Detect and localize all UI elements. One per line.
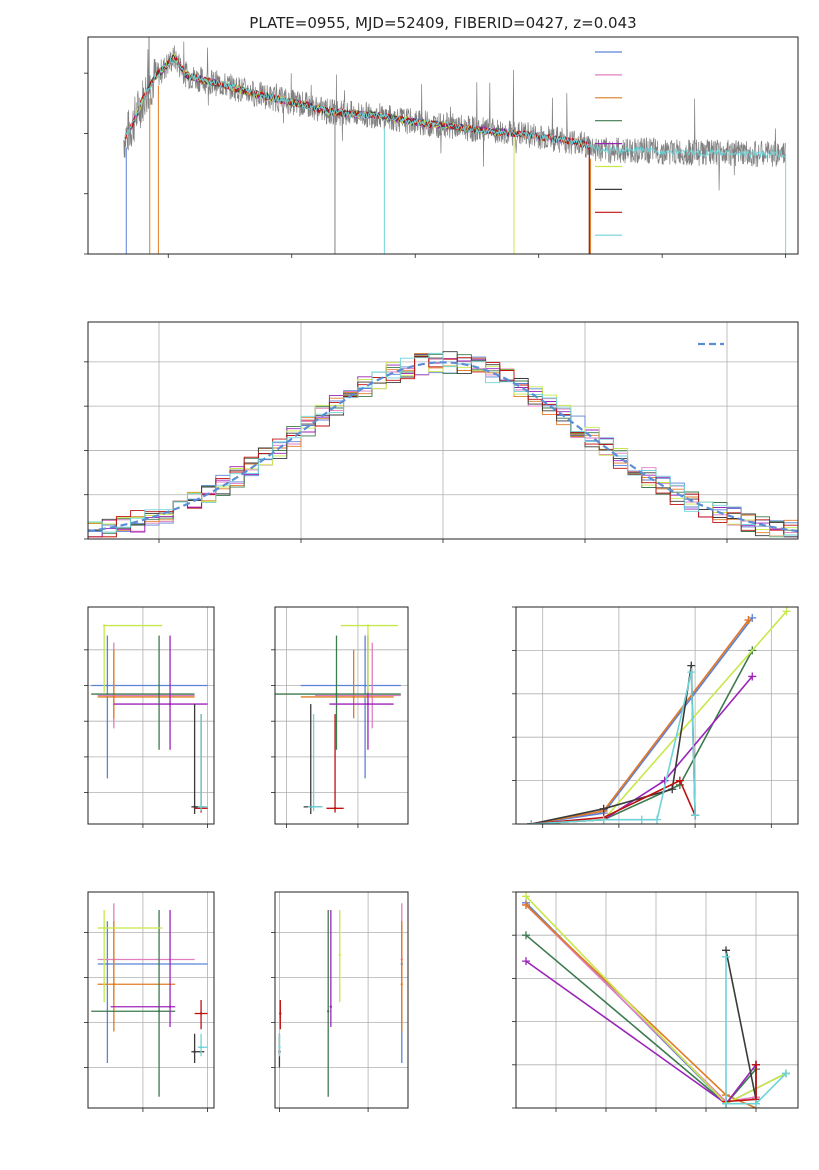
mass-weight-marker [522, 892, 530, 901]
plot-area [516, 892, 798, 1108]
mass-weight-marker [522, 957, 530, 966]
observed-spectrum [123, 37, 786, 191]
data-point-0 [363, 684, 367, 687]
panel-mass-vs-ebv [271, 891, 409, 1112]
axes-frame [87, 321, 799, 540]
data-point-8 [199, 805, 203, 809]
data-point-7 [199, 1012, 203, 1015]
data-point-6 [193, 1050, 196, 1053]
data-point-8 [199, 1046, 203, 1049]
mass-weight-marker [744, 616, 753, 625]
model-spectrum-7 [124, 56, 590, 150]
mass-weight-marker [637, 815, 646, 824]
plot-area [88, 892, 214, 1108]
data-point-8 [278, 1046, 281, 1049]
plot-area [88, 322, 798, 539]
plot-area [88, 607, 214, 824]
mass-weight-marker [599, 815, 608, 824]
data-point-5 [102, 624, 106, 627]
normal-reference-curve [88, 361, 798, 533]
mass-weight-marker [782, 607, 791, 616]
panel-mass-weight-vs-age [512, 606, 799, 828]
mass-weight-series-0 [531, 617, 753, 824]
mass-weight-marker [522, 900, 530, 909]
mass-weight-marker [527, 820, 536, 824]
mass-weight-marker [668, 785, 677, 794]
mass-weight-marker [782, 1069, 790, 1078]
data-point-3 [157, 1010, 161, 1013]
axes-frame [515, 891, 799, 1109]
data-point-0 [106, 684, 109, 687]
data-point-3 [157, 692, 161, 696]
model-spectrum-8 [124, 57, 786, 160]
panel-residuals [84, 321, 799, 543]
mass-weight-series-7 [531, 779, 696, 824]
mass-weight-marker [653, 815, 661, 824]
mass-weight-series-8 [531, 671, 696, 824]
data-point-0 [106, 962, 109, 966]
mass-weight-marker [675, 776, 684, 785]
data-point-4 [168, 702, 172, 706]
figure-title: PLATE=0955, MJD=52409, FIBERID=0427, z=0… [249, 14, 636, 32]
data-point-7 [333, 807, 337, 810]
data-point-4 [168, 1005, 172, 1008]
data-point-7 [279, 1012, 282, 1015]
data-point-5 [338, 953, 341, 957]
residual-histogram-8 [88, 352, 798, 538]
mass-weight-marker [722, 952, 730, 961]
mass-weight-marker [691, 811, 700, 820]
mass-weight-marker [660, 776, 669, 785]
residual-histogram-3 [88, 353, 798, 534]
mass-weight-marker [522, 931, 530, 940]
axes-frame [274, 891, 409, 1109]
panel-mass-weight-vs-Z [512, 891, 799, 1112]
panel-spectrum [84, 36, 799, 258]
panel-mass-vs-Z [84, 891, 215, 1112]
data-point-2 [112, 695, 116, 699]
data-point-4 [366, 702, 370, 706]
mass-weight-series-5 [531, 610, 788, 824]
plot-area [275, 892, 408, 1108]
mass-weight-marker [748, 672, 757, 681]
data-point-5 [102, 926, 106, 930]
panel-age-vs-Z [84, 606, 215, 828]
plot-area [123, 37, 787, 254]
data-point-2 [352, 695, 355, 699]
data-point-4 [329, 1005, 333, 1008]
data-point-8 [312, 805, 315, 809]
mass-weight-marker [752, 1060, 760, 1069]
axes-frame [515, 606, 799, 825]
data-point-5 [366, 624, 370, 627]
axes-frame [274, 606, 409, 825]
mass-weight-series-6 [725, 950, 757, 1100]
mass-weight-series-1 [525, 904, 757, 1103]
spectrum-legend [595, 51, 622, 236]
mass-weight-marker [722, 1099, 730, 1108]
panel-age-vs-mass [271, 606, 409, 828]
axes-frame [87, 36, 799, 255]
mass-weight-marker [599, 804, 608, 813]
plot-area [516, 607, 798, 824]
data-point-2 [112, 983, 116, 986]
data-point-3 [335, 692, 338, 696]
data-point-3 [327, 1010, 330, 1013]
axes-frame [87, 606, 215, 825]
data-point-2 [400, 983, 403, 986]
mass-weight-marker [752, 1099, 760, 1108]
mass-weight-marker [687, 668, 696, 677]
mass-weight-series-8 [725, 956, 787, 1105]
data-point-1 [371, 694, 374, 697]
plot-area [275, 607, 408, 824]
axes-frame [87, 891, 215, 1109]
data-point-6 [193, 805, 196, 809]
